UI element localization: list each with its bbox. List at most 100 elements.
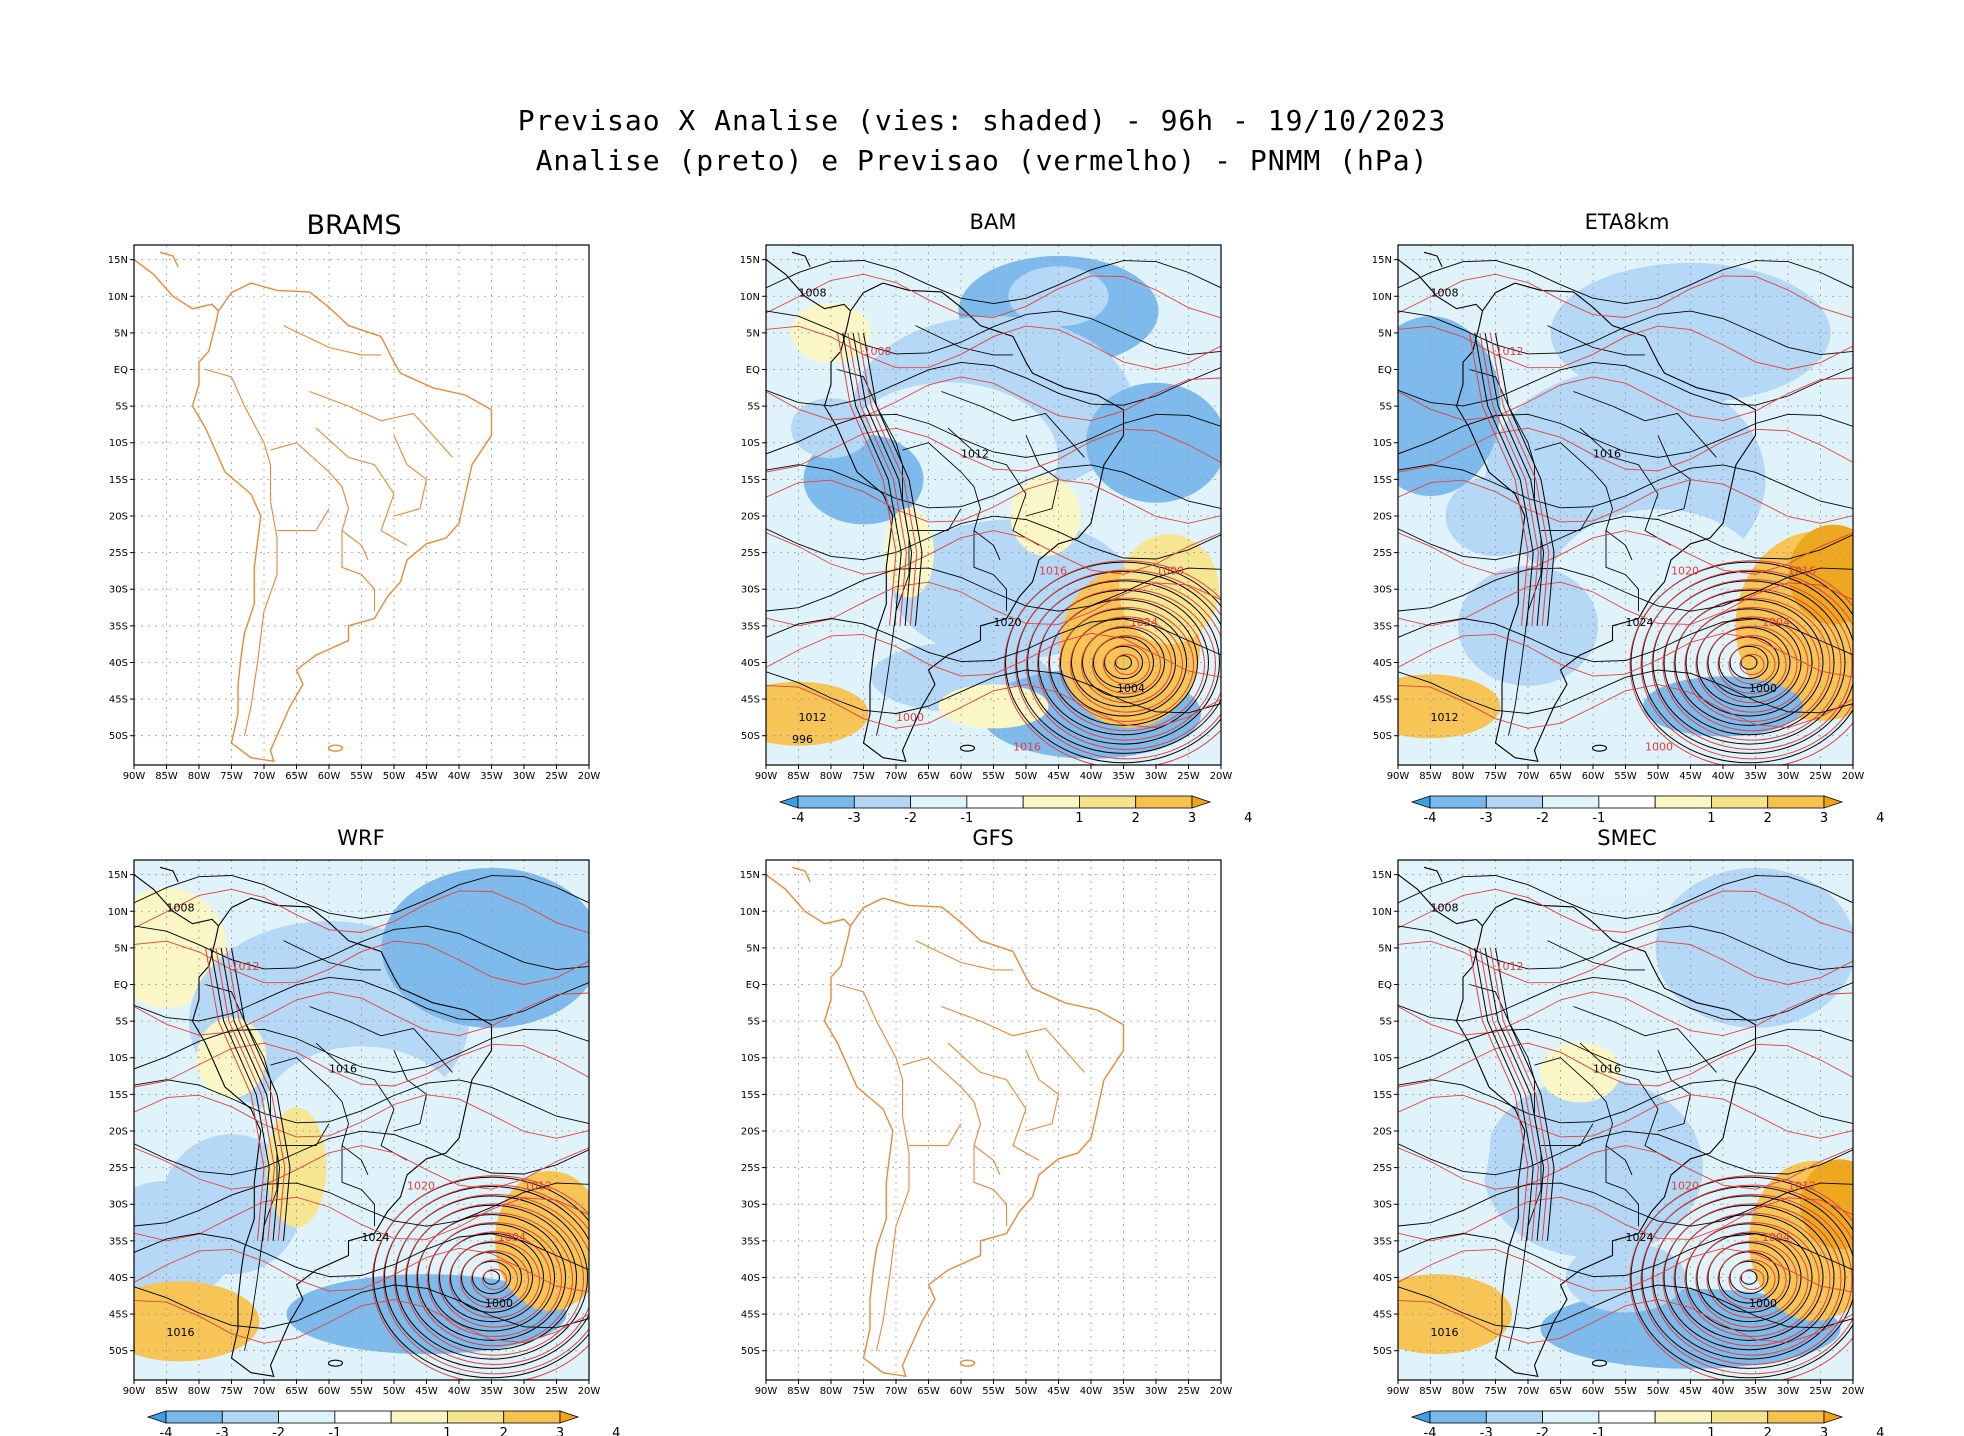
colorbar-label: -4 [160, 1426, 173, 1436]
colorbar-swatch [278, 1410, 336, 1424]
border-line [1534, 442, 1633, 561]
lon-tick-label: 45W [415, 771, 438, 782]
lon-tick-label: 40W [1080, 1386, 1103, 1397]
lon-tick-label: 35W [1744, 771, 1767, 782]
border-line [315, 427, 408, 546]
border-line [1605, 530, 1639, 612]
colorbar-label: -4 [1424, 811, 1437, 826]
bias-shading [766, 245, 1221, 765]
colorbar-label: -3 [848, 811, 861, 826]
colorbar-swatch [1485, 1410, 1543, 1424]
colorbar-label: 4 [1876, 1426, 1884, 1436]
border-line [941, 1005, 1085, 1073]
lon-tick-label: 30W [1777, 771, 1800, 782]
lon-tick-label: 60W [950, 771, 973, 782]
border-line [270, 1057, 369, 1176]
lon-tick-label: 60W [950, 1386, 973, 1397]
contour-label: 1020 [1671, 565, 1699, 578]
contour-label: 1012 [1496, 960, 1524, 973]
lon-tick-label: 50W [1647, 1386, 1670, 1397]
contour-label: 1016 [1593, 1062, 1621, 1075]
contour-label: 1016 [1593, 447, 1621, 460]
lat-tick-label: 50S [1373, 1346, 1392, 1357]
lon-tick-label: 90W [755, 1386, 778, 1397]
lon-tick-label: 65W [1549, 1386, 1572, 1397]
panel-label-wrf: WRF [337, 826, 385, 850]
lon-tick-label: 20W [1842, 1386, 1865, 1397]
colorbar-wrf: -4 -3 -2 -1 1 2 3 4 [146, 1410, 620, 1436]
border-line [283, 940, 381, 971]
lon-tick-label: 30W [1145, 1386, 1168, 1397]
colorbar-label: -1 [960, 811, 973, 826]
colorbar-swatch [1598, 1410, 1656, 1424]
border-line [915, 325, 1013, 356]
lat-tick-label: 15N [740, 255, 760, 266]
border-line [902, 442, 1001, 561]
pressure-contours: 1008 1008 1012 1016 1020 1024 1004 1000 1012 1016… [766, 260, 1221, 765]
lat-tick-label: 50S [109, 731, 128, 742]
lat-tick-label: 30S [741, 1200, 760, 1211]
lon-tick-label: 90W [1387, 1386, 1410, 1397]
colorbar-label: -4 [1424, 1426, 1437, 1436]
lat-tick-label: 20S [109, 511, 128, 522]
lat-tick-label: 25S [741, 548, 760, 559]
lon-tick-label: 40W [1712, 1386, 1735, 1397]
lon-tick-label: 50W [1015, 1386, 1038, 1397]
lat-tick-label: 5N [746, 328, 760, 339]
title-line-1: Previsao X Analise (vies: shaded) - 96h … [517, 104, 1447, 137]
colorbar-label: 1 [1707, 1426, 1715, 1436]
lat-tick-label: 40S [1373, 658, 1392, 669]
lon-tick-label: 60W [1582, 771, 1605, 782]
contour-label: 1012 [524, 1180, 552, 1193]
border-line [1547, 325, 1645, 356]
contour-label: 1000 [1156, 565, 1184, 578]
lat-tick-label: 10S [1373, 438, 1392, 449]
border-line [941, 391, 1085, 458]
lon-tick-label: 30W [1777, 1386, 1800, 1397]
lat-tick-label: EQ [746, 365, 760, 376]
border-line [1541, 1123, 1594, 1147]
colorbar-label: -2 [1536, 811, 1549, 826]
contour-label: 1012 [961, 447, 989, 460]
colorbar-swatch [390, 1410, 448, 1424]
colorbar-swatch [1654, 795, 1712, 809]
lat-tick-label: 40S [1373, 1273, 1392, 1284]
border-line [915, 940, 1013, 971]
pressure-contours: 1008 1012 1016 1020 1024 1004 1000 1012 1016 [1398, 875, 1853, 1380]
lat-tick-label: 30S [1373, 1200, 1392, 1211]
border-line [1469, 984, 1535, 1117]
lat-tick-label: 30S [109, 1200, 128, 1211]
contour-label: 1008 [1431, 901, 1459, 914]
colorbar-swatch [503, 1410, 561, 1424]
lon-tick-label: 40W [448, 1386, 471, 1397]
lon-tick-label: 70W [885, 1386, 908, 1397]
lat-tick-label: 5N [114, 943, 128, 954]
contour-label: 1024 [1626, 616, 1654, 629]
colorbar-label: -1 [1592, 1426, 1605, 1436]
border-line [902, 1057, 1001, 1176]
lat-tick-label: 50S [109, 1346, 128, 1357]
panel-gfs: 15N 10N 5N EQ 5S 10S 15S 20S 25S 30S 35S 40S 45S 50S 9… [740, 859, 1232, 1397]
lon-tick-label: 35W [480, 771, 503, 782]
lat-tick-label: 35S [109, 621, 128, 632]
lon-tick-label: 55W [1614, 1386, 1637, 1397]
lon-tick-label: 55W [982, 771, 1005, 782]
contour-label: 1016 [1431, 1326, 1459, 1339]
contour-label: 1020 [407, 1180, 435, 1193]
border-line [277, 508, 330, 532]
colorbar-swatch [1767, 1410, 1825, 1424]
contour-label: 1000 [1749, 1297, 1777, 1310]
lon-tick-label: 80W [1452, 1386, 1475, 1397]
colorbar-label: 2 [500, 1426, 508, 1436]
colorbar-swatch [165, 1410, 223, 1424]
lon-tick-label: 40W [1712, 771, 1735, 782]
coastline [1455, 282, 1757, 762]
colorbar-label: 1 [443, 1426, 451, 1436]
contour-label: 1012 [232, 960, 260, 973]
contour-label: 1016 [1039, 565, 1067, 578]
border-line [973, 1145, 1008, 1227]
contour-label: 1020 [994, 616, 1022, 629]
lon-tick-label: 55W [350, 1386, 373, 1397]
lat-tick-label: 30S [1373, 585, 1392, 596]
